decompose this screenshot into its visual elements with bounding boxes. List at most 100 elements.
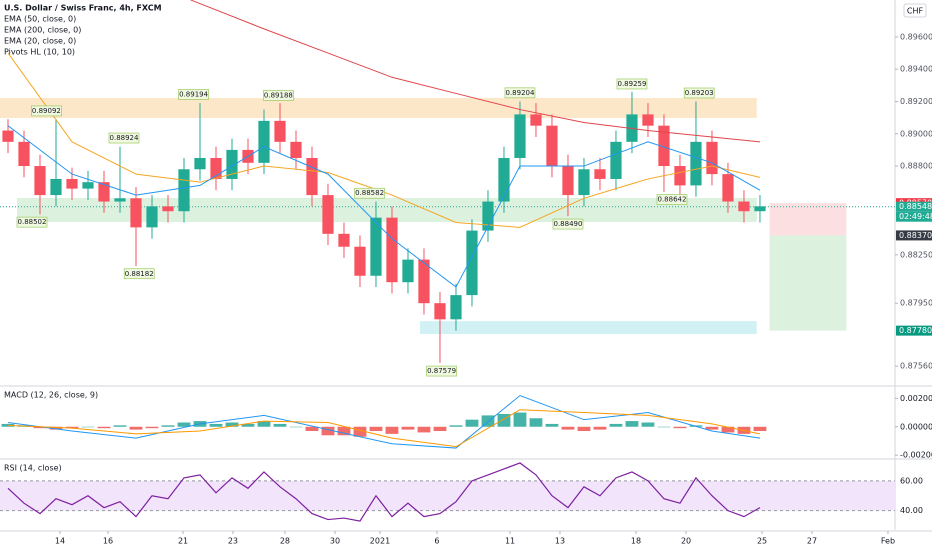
candle-body	[146, 206, 158, 228]
x-tick-label: 20	[681, 537, 691, 546]
candle-body	[722, 174, 734, 202]
candle-body	[610, 141, 622, 179]
macd-histogram-bar	[625, 421, 639, 427]
pivot-label: 0.88642	[657, 196, 686, 204]
macd-histogram-bar	[113, 425, 127, 427]
candle-body	[98, 182, 110, 202]
candle-body	[306, 157, 318, 196]
macd-histogram-bar	[465, 419, 479, 427]
pivot-box	[263, 90, 294, 101]
pivot-label: 0.89203	[685, 89, 714, 97]
macd-histogram-bar	[449, 425, 463, 427]
pivot-box	[616, 78, 648, 90]
candle-body	[706, 141, 718, 175]
price-label-box	[896, 201, 932, 212]
pivot-label: 0.89194	[179, 90, 208, 98]
price-label: 0.87780	[899, 326, 932, 335]
pivot-label: 0.88182	[125, 270, 154, 278]
candle-body	[530, 114, 542, 126]
candle-body	[514, 114, 526, 158]
candle-body	[482, 201, 494, 231]
pivot-label: 0.89188	[264, 91, 293, 99]
candle-body	[274, 120, 286, 142]
x-tick-label: 16	[103, 537, 113, 546]
macd-histogram-bar	[721, 426, 735, 433]
macd-histogram-bar	[177, 422, 191, 427]
pivot-box	[426, 365, 457, 377]
candle-body	[402, 259, 414, 283]
y-tick-label: 0.89600	[900, 32, 932, 41]
legend-entry: EMA (200, close, 0)	[4, 26, 81, 35]
candle-body	[290, 141, 302, 158]
rsi-band	[0, 480, 895, 511]
candle-body	[354, 246, 366, 276]
x-tick-label: 25	[757, 537, 767, 546]
x-tick-label: 18	[631, 537, 641, 546]
candle-body	[322, 195, 334, 234]
macd-histogram-bar	[225, 422, 239, 427]
pivot-label: 0.89204	[506, 89, 535, 97]
x-tick-label: 28	[280, 537, 290, 546]
y-tick-label: 0.88800	[900, 162, 932, 171]
candle-body	[114, 198, 126, 202]
macd-histogram-bar	[513, 412, 527, 427]
pivot-box	[354, 187, 385, 199]
x-tick-label: 23	[228, 537, 238, 546]
macd-title: MACD (12, 26, close, 9)	[4, 391, 98, 400]
zone	[769, 203, 847, 236]
pivot-box	[108, 132, 140, 144]
ema-line	[7, 52, 761, 228]
macd-histogram-bar	[289, 426, 303, 428]
macd-line	[7, 409, 761, 448]
y-tick-label: 0.00000	[900, 422, 932, 431]
pivot-label: 0.89092	[32, 107, 61, 115]
macd-histogram-bar	[369, 426, 383, 432]
pivot-label: 0.88924	[110, 134, 139, 142]
candle-body	[562, 166, 574, 196]
candle-body	[66, 178, 78, 189]
x-tick-label: 11	[505, 537, 515, 546]
legend-entry: EMA (20, close, 0)	[4, 37, 76, 46]
macd-histogram-bar	[129, 426, 143, 430]
y-tick-label: 0.89200	[900, 97, 932, 106]
macd-histogram-bar	[65, 426, 79, 429]
pivot-label: 0.87579	[427, 367, 456, 375]
macd-histogram-bar	[705, 426, 719, 430]
candle-body	[754, 206, 766, 212]
macd-histogram-bar	[353, 426, 367, 437]
macd-histogram-bar	[577, 426, 591, 432]
macd-histogram-bar	[673, 426, 687, 429]
x-tick-label: 30	[330, 537, 340, 546]
x-tick-label: 27	[807, 537, 817, 546]
macd-histogram-bar	[81, 426, 95, 428]
candle-body	[210, 157, 222, 179]
candle-body	[546, 125, 558, 167]
candle-body	[2, 130, 14, 142]
currency-badge	[903, 3, 927, 18]
y-tick-label: 0.88250	[900, 250, 932, 259]
macd-histogram-bar	[337, 426, 351, 436]
x-tick-label: Feb	[881, 537, 895, 546]
y-tick-label: 0.87950	[900, 299, 932, 308]
macd-histogram-bar	[385, 426, 399, 434]
candle-body	[338, 233, 350, 247]
macd-histogram-bar	[257, 421, 271, 427]
price-axis: 0.89600 0.89400 0.89200 0.89000 0.88800 0.882…	[895, 32, 932, 371]
pivot-box	[178, 89, 209, 100]
macd-histogram-bar	[273, 423, 287, 427]
macd-histogram-bar	[321, 426, 335, 436]
pivot-box	[552, 218, 584, 230]
macd-histogram-bar	[545, 423, 559, 427]
macd-histogram-bar	[641, 422, 655, 427]
rsi-title: RSI (14, close)	[4, 464, 62, 473]
pivot-label: 0.89259	[617, 80, 646, 88]
macd-histogram-bar	[49, 426, 63, 430]
candle-body	[162, 206, 174, 212]
candle-body	[498, 157, 510, 202]
macd-histogram-bar	[593, 426, 607, 430]
macd-histogram-bar	[145, 426, 159, 429]
pivot-box	[683, 87, 715, 99]
x-tick-label: 21	[178, 537, 188, 546]
macd-histogram-bar	[161, 425, 175, 427]
price-label-box	[896, 325, 932, 336]
